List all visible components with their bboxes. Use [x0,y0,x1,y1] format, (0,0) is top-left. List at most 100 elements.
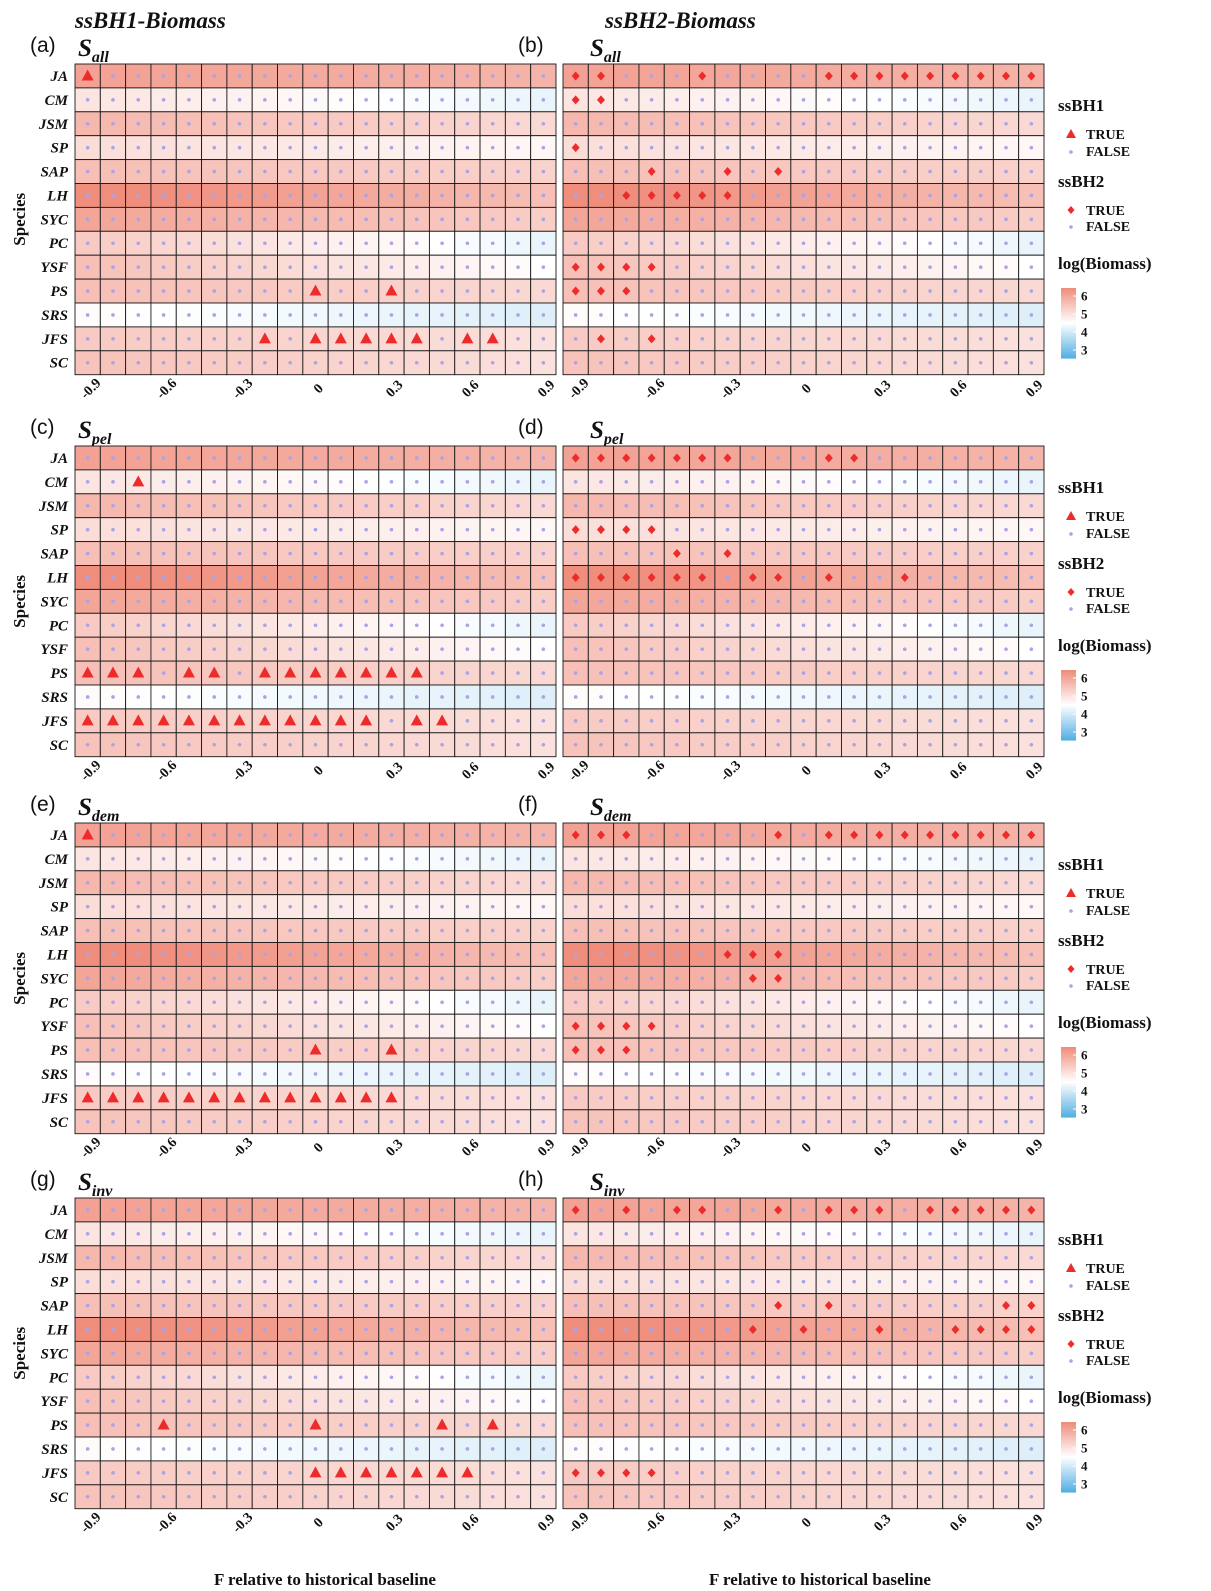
marker-false-dot [1004,360,1008,365]
marker-false-dot [700,265,705,269]
marker-false-dot [1029,1375,1034,1380]
marker-false-dot [541,904,546,909]
marker-false-dot [187,1303,191,1308]
marker-false-dot [953,623,958,628]
marker-false-dot [263,265,267,269]
marker-false-dot [364,1119,368,1124]
colorbar-segment [1061,1472,1076,1475]
marker-false-dot [237,904,242,909]
marker-false-dot [516,74,520,78]
species-label: JFS [41,1091,68,1107]
marker-false-dot [801,928,806,933]
marker-false-dot [776,480,780,484]
marker-false-dot [364,1447,368,1451]
marker-false-dot [212,1024,217,1028]
marker-false-dot [1029,857,1034,861]
marker-false-dot [776,1232,780,1236]
marker-false-dot [516,1232,520,1236]
marker-true-diamond [850,453,859,463]
marker-false-dot [541,719,546,723]
marker-false-dot [187,480,191,484]
marker-false-dot [953,265,958,269]
marker-false-dot [599,217,603,222]
marker-false-dot [465,880,470,885]
marker-false-dot [751,1024,755,1028]
marker-false-dot [541,456,546,460]
marker-false-dot [212,313,217,317]
panel-title-main: S [78,1169,92,1196]
marker-false-dot [902,121,907,126]
marker-false-dot [263,928,267,933]
marker-false-dot [700,1327,705,1332]
marker-false-dot [465,1000,470,1005]
marker-false-dot [801,719,806,723]
marker-true-diamond [672,572,681,582]
marker-false-dot [237,1000,242,1005]
marker-false-dot [212,1375,217,1380]
marker-false-dot [624,1399,629,1403]
marker-false-dot [541,1471,546,1475]
marker-false-dot [389,265,394,269]
marker-false-dot [978,976,983,981]
marker-false-dot [776,1279,780,1284]
marker-false-dot [161,265,166,269]
marker-true-triangle [284,1091,297,1103]
marker-false-dot [465,857,470,861]
colorbar-segment [1061,710,1076,713]
marker-false-dot [700,1232,705,1236]
x-tick-label: 0.9 [535,1137,558,1160]
marker-false-dot [649,1423,654,1427]
marker-false-dot [490,1208,495,1212]
marker-false-dot [928,337,932,341]
legend-true-label: TRUE [1086,204,1125,219]
marker-false-dot [801,1096,806,1100]
marker-false-dot [440,289,444,293]
marker-false-dot [700,480,705,484]
species-label: SC [50,738,69,754]
marker-false-dot [516,599,520,604]
marker-true-diamond [647,1021,656,1031]
marker-false-dot [675,145,679,150]
marker-false-dot [675,503,679,508]
marker-false-dot [599,503,603,508]
marker-false-dot [725,1471,730,1475]
marker-true-triangle [385,666,398,678]
marker-true-diamond [748,1324,757,1334]
marker-false-dot [827,503,831,508]
marker-false-dot [136,1232,141,1236]
marker-false-dot [414,1119,419,1124]
marker-false-dot [541,217,546,222]
marker-false-dot [111,145,115,150]
colorbar-segment [1061,690,1076,693]
marker-true-diamond [1027,830,1036,840]
marker-false-dot [389,1494,394,1499]
x-tick-label: -0.9 [566,1510,592,1536]
marker-true-triangle [258,666,271,678]
marker-false-dot [877,169,882,174]
marker-false-dot [465,1494,470,1499]
marker-false-dot [877,1072,882,1076]
marker-false-dot [414,623,419,628]
marker-false-dot [1029,1471,1034,1475]
marker-false-dot [1029,1399,1034,1403]
marker-false-dot [1029,145,1034,150]
marker-false-dot [928,575,932,580]
marker-false-dot [725,719,730,723]
marker-false-dot [1004,1024,1008,1028]
marker-false-dot [465,527,470,532]
marker-false-dot [313,1375,318,1380]
marker-false-dot [624,742,629,747]
marker-false-dot [827,671,831,675]
marker-false-dot [288,551,292,556]
marker-false-dot [751,169,755,174]
marker-true-diamond [824,830,833,840]
marker-false-dot [313,1024,318,1028]
marker-false-dot [85,265,90,269]
marker-false-dot [801,1048,806,1052]
marker-false-dot [751,1048,755,1052]
colorbar-segment [1061,332,1076,335]
marker-false-dot [414,833,419,837]
marker-false-dot [827,551,831,556]
marker-false-dot [237,1494,242,1499]
marker-false-dot [136,337,141,341]
